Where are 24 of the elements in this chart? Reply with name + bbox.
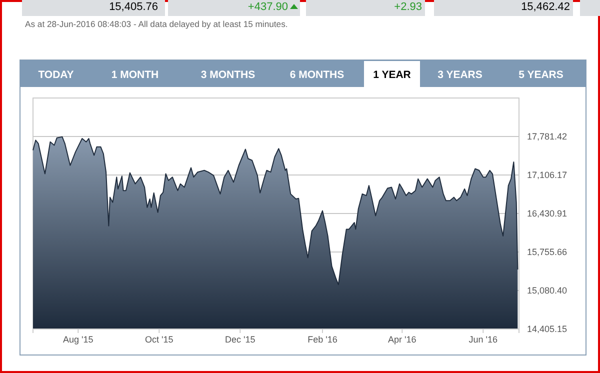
y-tick-label: 16,430.91 — [527, 208, 568, 218]
y-tick-label: 17,781.42 — [527, 131, 568, 142]
x-tick-label: Dec '15 — [225, 334, 256, 344]
y-tick-label: 17,106.17 — [527, 170, 568, 180]
text: TODAY — [38, 69, 74, 81]
text: 6 MONTHS — [290, 69, 344, 81]
text: 15,462.42 — [521, 1, 570, 13]
text: 1 MONTH — [111, 69, 159, 81]
text: 1 YEAR — [373, 69, 412, 81]
text: 5 YEARS — [518, 69, 564, 81]
text: As at 28-Jun-2016 08:48:03 - All data delayed by at least 15 minutes. — [25, 19, 288, 29]
x-tick-label: Feb '16 — [308, 334, 338, 344]
text: 3 YEARS — [438, 69, 482, 81]
x-tick-label: Aug '15 — [63, 334, 94, 344]
text: +2.93 — [394, 1, 422, 13]
text: 15,405.76 — [109, 1, 158, 13]
text: 3 MONTHS — [200, 69, 256, 81]
y-tick-label: 14,405.15 — [527, 324, 568, 334]
x-tick-label: Apr '16 — [388, 334, 416, 344]
x-tick-label: Oct '15 — [145, 334, 174, 344]
text: +437.90 — [248, 1, 288, 13]
y-tick-label: 15,080.40 — [527, 285, 568, 296]
x-tick-label: Jun '16 — [468, 334, 498, 344]
y-tick-label: 15,755.66 — [527, 246, 568, 257]
